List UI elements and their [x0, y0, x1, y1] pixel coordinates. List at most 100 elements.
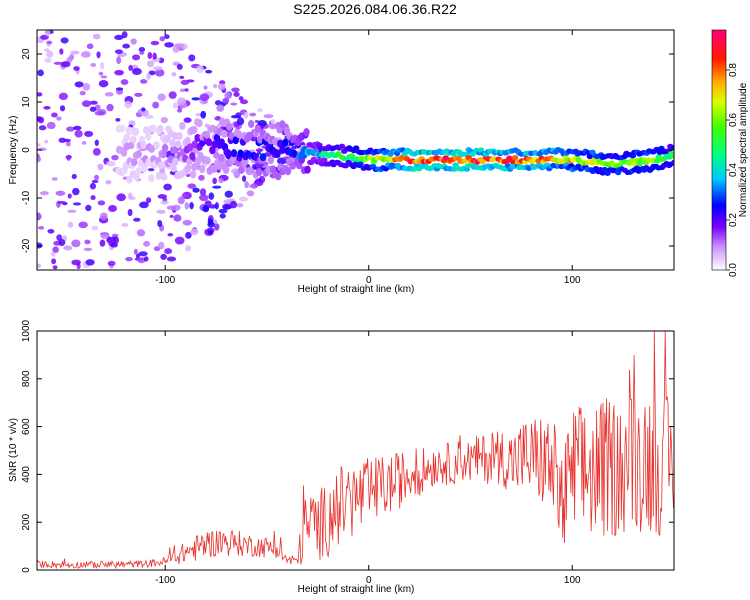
- heatmap-cell: [176, 63, 183, 70]
- heatmap-cell: [281, 138, 289, 147]
- heatmap-cell: [58, 137, 67, 143]
- heatmap-cell: [218, 208, 228, 214]
- heatmap-cell: [152, 66, 163, 71]
- heatmap-cell: [99, 239, 106, 247]
- heatmap-cell: [148, 174, 155, 183]
- colorbar: 0.0 0.2 0.4 0.6 0.8 Normalized spectral ampl…: [711, 29, 749, 277]
- x-tick-label: 100: [564, 275, 581, 286]
- heatmap-cell: [92, 33, 101, 40]
- x-tick-label: 100: [564, 575, 581, 586]
- heatmap-cell: [81, 51, 91, 58]
- heatmap-cell: [274, 149, 281, 158]
- heatmap-cell: [205, 138, 213, 147]
- heatmap-cell: [71, 173, 77, 180]
- heatmap-cell: [225, 151, 232, 160]
- heatmap-cell: [67, 193, 72, 199]
- heatmap-cell: [147, 168, 155, 172]
- heatmap-cell: [98, 71, 104, 76]
- heatmap-cell: [133, 248, 138, 255]
- heatmap-cell: [357, 161, 364, 167]
- colorbar-tick-label: 0.6: [728, 113, 739, 127]
- heatmap-cell: [44, 139, 49, 144]
- heatmap-cell: [143, 126, 150, 135]
- heatmap-cell: [122, 43, 130, 49]
- heatmap-cell: [111, 233, 119, 237]
- heatmap-cell: [199, 165, 206, 174]
- heatmap-cell: [124, 100, 132, 109]
- heatmap-cell: [220, 129, 228, 138]
- heatmap-cell: [126, 175, 133, 184]
- heatmap-cell: [50, 251, 56, 257]
- heatmap-cell: [247, 120, 255, 129]
- heatmap-cell: [237, 149, 244, 158]
- heatmap-cell: [79, 90, 86, 96]
- y-tick-label: 400: [21, 466, 32, 483]
- heatmap-cell: [209, 146, 216, 155]
- heatmap-cell: [157, 93, 166, 101]
- heatmap-cell: [171, 72, 177, 77]
- heatmap-cell: [123, 133, 131, 142]
- heatmap-cell: [184, 88, 189, 92]
- heatmap-cell: [235, 112, 242, 119]
- heatmap-cell: [653, 158, 661, 164]
- heatmap-cell: [176, 132, 183, 141]
- heatmap-cell: [45, 30, 51, 37]
- heatmap-cell: [207, 230, 213, 235]
- snr-frame: [36, 330, 675, 571]
- heatmap-cell: [120, 148, 128, 157]
- heatmap-cell: [204, 156, 211, 165]
- heatmap-cell: [110, 242, 118, 248]
- heatmap-cell: [136, 229, 146, 237]
- heatmap-cell: [51, 112, 58, 118]
- heatmap-cell: [182, 219, 192, 226]
- heatmap-cell: [37, 155, 41, 163]
- heatmap-cell: [194, 133, 201, 142]
- heatmap-cell: [236, 117, 245, 126]
- heatmap-cell: [191, 162, 198, 171]
- heatmap-cell: [71, 259, 81, 266]
- heatmap-cell: [601, 166, 608, 173]
- heatmap-cell: [83, 247, 93, 252]
- heatmap-cell: [73, 66, 80, 71]
- heatmap-cell: [509, 159, 517, 165]
- y-tick-label: 200: [21, 513, 32, 530]
- heatmap-cell: [179, 88, 185, 93]
- heatmap-cell: [53, 61, 63, 65]
- heatmap-cell: [268, 123, 277, 130]
- heatmap-cell: [127, 192, 133, 199]
- heatmap-cell: [139, 51, 145, 55]
- heatmap-cell: [81, 100, 92, 108]
- heatmap-cell: [73, 125, 82, 131]
- heatmap-cell: [192, 187, 200, 193]
- heatmap-cell: [96, 51, 101, 59]
- heatmap-cell: [141, 107, 146, 112]
- heatmap-cell: [335, 151, 342, 157]
- heatmap-cell: [145, 197, 152, 204]
- heatmap-cell: [200, 110, 207, 119]
- heatmap-cell: [99, 212, 108, 221]
- heatmap-cell: [160, 172, 168, 181]
- heatmap-cell: [37, 143, 41, 147]
- heatmap-cell: [212, 177, 218, 185]
- heatmap-cell: [58, 238, 66, 247]
- y-tick-label: 0: [21, 147, 32, 153]
- heatmap-cell: [44, 57, 52, 63]
- heatmap-cell: [291, 149, 298, 158]
- heatmap-cell: [121, 31, 128, 39]
- heatmap-cell: [174, 140, 182, 149]
- heatmap-cell: [137, 257, 146, 264]
- heatmap-cell: [589, 149, 596, 155]
- heatmap-cell: [150, 124, 157, 133]
- heatmap-cell: [257, 108, 264, 113]
- heatmap-cell: [214, 100, 222, 106]
- heatmap-cell: [172, 157, 179, 166]
- heatmap-cell: [135, 150, 142, 159]
- heatmap-cell: [51, 258, 57, 265]
- heatmap-cell: [289, 161, 296, 170]
- heatmap-cell: [82, 82, 91, 91]
- heatmap-cell: [85, 204, 92, 212]
- heatmap-cell: [157, 124, 164, 133]
- heatmap-cell: [233, 170, 241, 179]
- heatmap-cell: [138, 251, 148, 257]
- heatmap-cell: [72, 187, 80, 196]
